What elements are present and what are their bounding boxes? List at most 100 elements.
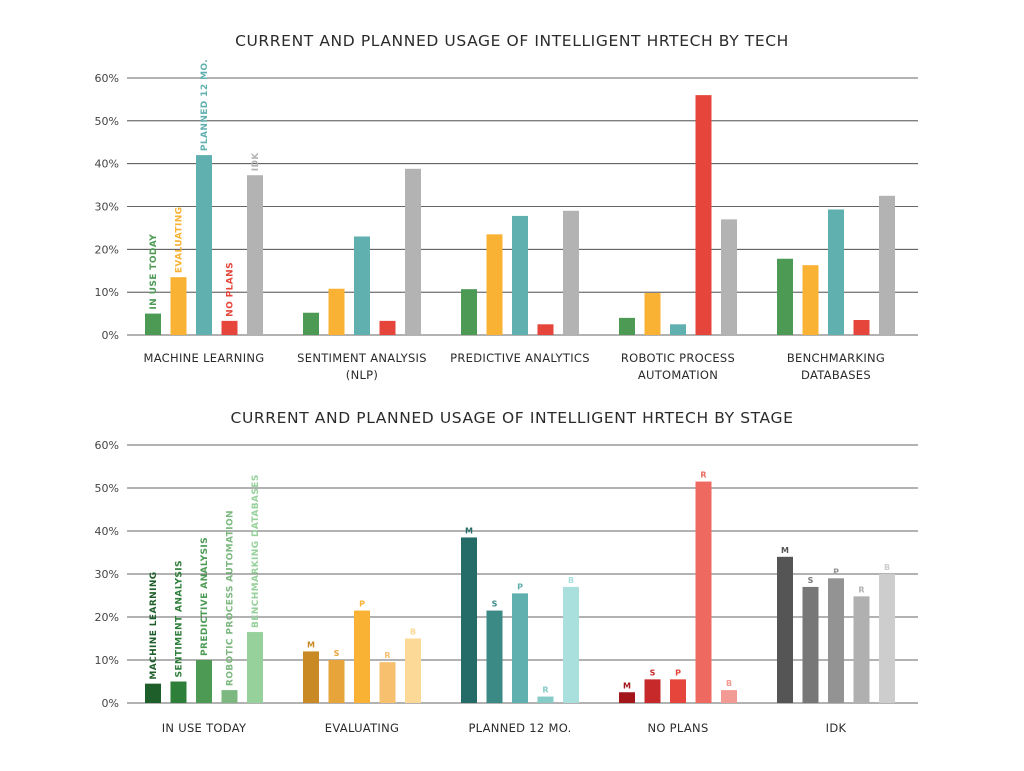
bar — [379, 662, 396, 703]
y-tick-label: 10% — [95, 286, 119, 299]
bar — [303, 312, 319, 335]
series-initial-label: P — [833, 567, 839, 576]
y-tick-label: 50% — [95, 482, 119, 495]
bar — [328, 660, 345, 703]
bar — [828, 209, 844, 335]
bar — [221, 320, 238, 335]
series-initial-label: B — [726, 679, 732, 688]
bar — [196, 660, 212, 703]
series-initial-label: P — [675, 668, 681, 677]
y-tick-label: 0% — [102, 329, 119, 342]
bar — [247, 632, 263, 703]
bar — [170, 277, 187, 335]
series-initial-label: B — [884, 563, 890, 572]
y-tick-label: 30% — [95, 201, 119, 214]
series-label: IDK — [251, 152, 261, 172]
y-tick-label: 20% — [95, 243, 119, 256]
bar — [405, 168, 421, 335]
bar — [853, 320, 870, 335]
x-category-label: (NLP) — [346, 368, 378, 382]
chart-2: 0% 10% 20% 30% 40% 50% 60% MACHINE LEARNING SENT… — [95, 439, 918, 735]
y-tick-label: 40% — [95, 158, 119, 171]
bar — [512, 593, 528, 703]
bar — [512, 215, 528, 335]
series-initial-label: B — [568, 576, 574, 585]
series-initial-label: M — [781, 546, 789, 555]
series-label: ROBOTIC PROCESS AUTOMATION — [226, 510, 236, 686]
series-label: EVALUATING — [175, 207, 185, 274]
series-label: BENCHMARKING DATABASES — [251, 474, 261, 628]
x-category-label: ROBOTIC PROCESS — [621, 351, 735, 365]
bar — [563, 586, 579, 703]
bar — [777, 258, 793, 335]
bar — [354, 610, 370, 703]
series-label: PLANNED 12 MO. — [200, 59, 210, 151]
y-tick-label: 50% — [95, 115, 119, 128]
x-category-label: PREDICTIVE ANALYTICS — [450, 351, 590, 365]
bar — [619, 692, 635, 703]
bar — [537, 324, 554, 335]
x-category-label: MACHINE LEARNING — [143, 351, 264, 365]
series-initial-label: M — [465, 526, 473, 535]
bar — [802, 265, 819, 335]
bar — [405, 638, 421, 703]
bar — [670, 324, 686, 335]
bar — [695, 481, 712, 703]
series-label: NO PLANS — [226, 262, 236, 317]
series-initial-label: S — [492, 600, 498, 609]
series-initial-label: R — [384, 651, 390, 660]
bar — [247, 175, 263, 335]
series-label: SENTIMENT ANALYSIS — [175, 560, 185, 677]
bar — [537, 696, 554, 703]
x-category-label: IDK — [826, 721, 847, 735]
series-initial-label: R — [542, 686, 548, 695]
bar — [721, 690, 737, 703]
bar — [461, 537, 477, 703]
y-tick-label: 10% — [95, 654, 119, 667]
bar — [619, 317, 635, 335]
bar — [828, 578, 844, 703]
chart-1: 0% 10% 20% 30% 40% 50% 60% IN USE TODAY EVALUATI… — [95, 59, 918, 382]
y-tick-label: 40% — [95, 525, 119, 538]
bar — [379, 320, 396, 335]
y-tick-label: 30% — [95, 568, 119, 581]
series-initial-label: S — [650, 668, 656, 677]
bar — [802, 586, 819, 703]
bar — [486, 610, 503, 703]
x-category-label: IN USE TODAY — [162, 721, 247, 735]
x-category-label: AUTOMATION — [638, 368, 718, 382]
x-category-label: BENCHMARKING — [787, 351, 885, 365]
series-label: PREDICTIVE ANALYSIS — [200, 537, 210, 656]
bar — [221, 690, 238, 703]
bar — [486, 234, 503, 335]
x-category-label: DATABASES — [801, 368, 871, 382]
bar — [461, 289, 477, 335]
series-initial-label: S — [334, 649, 340, 658]
bar — [170, 681, 187, 703]
y-tick-label: 60% — [95, 72, 119, 85]
x-category-label: NO PLANS — [647, 721, 708, 735]
chart-1-title: CURRENT AND PLANNED USAGE OF INTELLIGENT… — [235, 32, 789, 50]
bar — [721, 219, 737, 335]
bar — [354, 236, 370, 335]
bar — [196, 155, 212, 335]
chart-2-title: CURRENT AND PLANNED USAGE OF INTELLIGENT… — [231, 409, 794, 427]
bar — [303, 651, 319, 703]
series-initial-label: R — [700, 471, 706, 480]
bar — [328, 288, 345, 335]
series-initial-label: S — [808, 576, 814, 585]
x-category-label: SENTIMENT ANALYSIS — [297, 351, 427, 365]
bar — [777, 556, 793, 703]
x-category-label: PLANNED 12 MO. — [468, 721, 571, 735]
y-tick-label: 0% — [102, 697, 119, 710]
bar — [879, 574, 895, 703]
bar — [879, 195, 895, 335]
bar — [145, 683, 161, 703]
series-initial-label: M — [623, 681, 631, 690]
bar — [644, 679, 661, 703]
series-initial-label: P — [517, 582, 523, 591]
bar — [695, 95, 712, 335]
x-category-label: EVALUATING — [325, 721, 399, 735]
y-tick-label: 60% — [95, 439, 119, 452]
